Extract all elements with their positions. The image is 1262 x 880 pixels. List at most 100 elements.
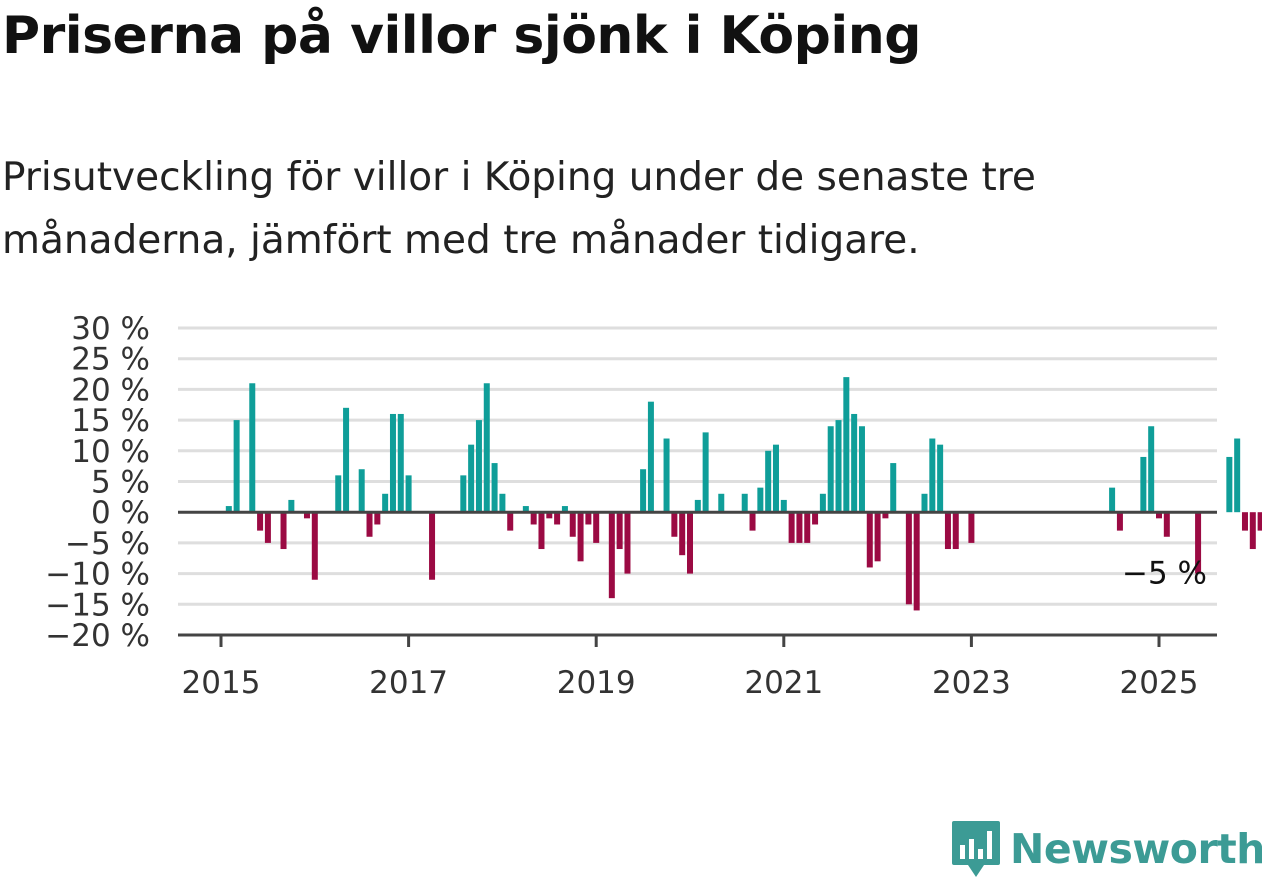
bar bbox=[812, 512, 819, 525]
x-tick-label: 2021 bbox=[744, 665, 823, 701]
bar bbox=[257, 512, 264, 531]
bar bbox=[1148, 426, 1155, 513]
y-tick-label: 5 % bbox=[91, 465, 150, 501]
x-tick-label: 2017 bbox=[369, 665, 448, 701]
bar bbox=[460, 475, 467, 513]
bar bbox=[718, 493, 725, 513]
bar bbox=[1140, 456, 1147, 513]
bars bbox=[225, 377, 1262, 611]
y-tick-label: 20 % bbox=[71, 372, 150, 408]
bar bbox=[687, 512, 693, 574]
bar-chart-icon bbox=[952, 821, 1000, 877]
bar bbox=[765, 450, 772, 513]
bar bbox=[1156, 512, 1162, 519]
bar bbox=[530, 512, 537, 525]
bar bbox=[796, 512, 803, 543]
bar bbox=[358, 469, 365, 513]
x-tick-label: 2023 bbox=[932, 665, 1011, 701]
bar bbox=[890, 463, 897, 513]
bar bbox=[303, 512, 310, 519]
price-change-bar-chart: 30 %25 %20 %15 %10 %5 %0 %−5 %−10 %−15 %… bbox=[45, 311, 1262, 701]
bar bbox=[382, 493, 389, 513]
bar bbox=[1116, 512, 1123, 531]
page-subtitle: Prisutveckling för villor i Köping under… bbox=[2, 155, 1036, 263]
bar bbox=[858, 426, 865, 513]
bar bbox=[851, 413, 858, 513]
y-tick-label: 30 % bbox=[71, 311, 150, 347]
y-axis-ticks: 30 %25 %20 %15 %10 %5 %0 %−5 %−10 %−15 %… bbox=[45, 311, 150, 654]
bar bbox=[772, 444, 779, 513]
bar bbox=[225, 506, 232, 513]
bar bbox=[741, 493, 748, 513]
bar bbox=[280, 512, 287, 550]
bar bbox=[389, 413, 396, 513]
bar bbox=[1195, 512, 1202, 574]
bar bbox=[921, 493, 928, 513]
bar bbox=[546, 512, 553, 519]
bar bbox=[827, 426, 834, 513]
bar bbox=[1226, 456, 1233, 513]
bar bbox=[749, 512, 756, 531]
bar bbox=[475, 420, 482, 513]
bar bbox=[819, 493, 826, 513]
bar bbox=[952, 512, 959, 550]
bar bbox=[937, 444, 944, 513]
y-tick-label: −15 % bbox=[45, 587, 150, 623]
bar bbox=[538, 512, 545, 550]
bar bbox=[804, 512, 811, 543]
bar bbox=[561, 506, 568, 513]
bar bbox=[335, 475, 342, 513]
bar bbox=[569, 512, 576, 537]
bar bbox=[585, 512, 592, 525]
bar bbox=[499, 493, 506, 513]
bar bbox=[647, 401, 654, 513]
y-tick-label: −5 % bbox=[65, 526, 150, 562]
bar bbox=[405, 475, 412, 513]
bar bbox=[1234, 438, 1241, 513]
bar bbox=[577, 512, 584, 562]
bar bbox=[640, 469, 647, 513]
bar bbox=[468, 444, 475, 513]
newsworthy-logo: Newsworthy bbox=[950, 818, 1262, 880]
bar bbox=[233, 420, 240, 513]
bar bbox=[264, 512, 271, 543]
bar bbox=[944, 512, 951, 550]
bar bbox=[624, 512, 631, 574]
bar bbox=[929, 438, 936, 513]
latest-value-label: −5 % bbox=[1122, 556, 1207, 592]
bar bbox=[366, 512, 373, 537]
bar bbox=[913, 512, 920, 611]
y-tick-label: 25 % bbox=[71, 342, 150, 378]
bar bbox=[1241, 512, 1248, 531]
bar bbox=[679, 512, 686, 556]
bar bbox=[608, 512, 615, 599]
y-tick-label: −10 % bbox=[45, 557, 150, 593]
y-tick-label: 10 % bbox=[71, 434, 150, 470]
brand-name: Newsworthy bbox=[1010, 825, 1262, 873]
bar bbox=[835, 420, 842, 513]
page-title: Priserna på villor sjönk i Köping bbox=[2, 6, 921, 66]
bar bbox=[780, 499, 787, 513]
bar bbox=[788, 512, 795, 543]
bar bbox=[663, 438, 670, 513]
bar bbox=[694, 499, 701, 513]
bar bbox=[374, 512, 381, 525]
bar bbox=[288, 499, 295, 513]
y-tick-label: 15 % bbox=[71, 403, 150, 439]
bar bbox=[968, 512, 975, 543]
bar bbox=[1163, 512, 1170, 537]
x-tick-label: 2025 bbox=[1120, 665, 1199, 701]
bar bbox=[429, 512, 436, 580]
bar bbox=[343, 407, 350, 513]
x-axis-ticks: 2015 2017 2019 2021 2023 2025 bbox=[182, 635, 1199, 701]
bar bbox=[483, 383, 490, 513]
x-tick-label: 2015 bbox=[182, 665, 261, 701]
bar bbox=[843, 377, 850, 513]
bar bbox=[249, 383, 256, 513]
bar bbox=[866, 512, 873, 568]
bar bbox=[702, 432, 709, 513]
bar bbox=[507, 512, 514, 531]
bar bbox=[1257, 512, 1262, 531]
bar bbox=[616, 512, 623, 550]
grid-lines bbox=[178, 326, 1217, 606]
